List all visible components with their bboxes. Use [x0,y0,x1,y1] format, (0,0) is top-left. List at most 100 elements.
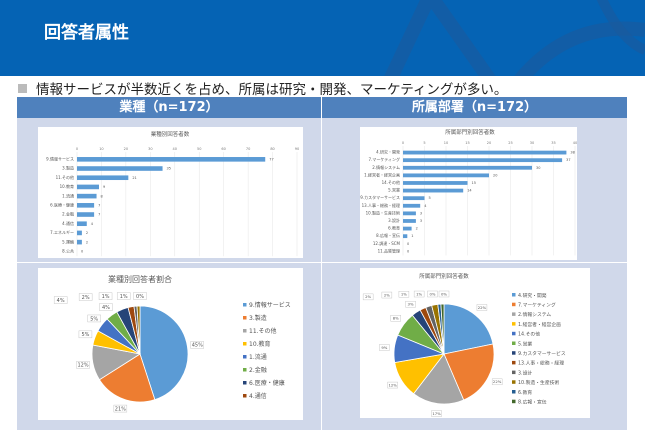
legend-swatch [512,360,516,365]
pie-slice [413,353,465,405]
bar [77,184,99,190]
category-label: 1.流通 [62,192,74,198]
category-label: 8.広報・宣伝 [376,232,400,238]
legend-label: 1.流通 [249,353,267,361]
bar [403,165,532,170]
category-label: 9.情報サービス [46,156,74,162]
data-label-box [476,304,488,311]
data-label-box [116,292,131,300]
data-label: 17% [432,411,441,416]
data-label: 3 [420,211,422,215]
data-label: 3 [420,219,422,223]
data-label: 22% [493,379,502,384]
bar [403,173,489,178]
data-label: 5% [81,332,89,338]
tick-label: 35 [551,141,555,145]
data-label: 37 [566,158,570,162]
legend-swatch [512,293,516,297]
legend-swatch [512,351,516,355]
tick-label: 60 [221,147,225,151]
data-label: 15 [472,181,476,185]
data-label: 30 [536,166,540,170]
data-label: 7 [98,204,100,208]
data-label: 4% [57,298,65,304]
data-label-box [99,303,113,311]
category-label: 11.その他 [56,174,74,180]
bar [77,212,95,217]
data-label: 8 [101,194,103,198]
data-label: 14 [467,189,472,193]
bar [77,175,129,181]
slide-header: 回答者属性 [0,0,645,76]
legend-swatch [512,322,516,326]
category-label: 3.設計 [388,217,400,223]
summary-text: 情報サービスが半数近くを占め、所属は研究・開発、マーケティングが多い。 [18,78,507,98]
data-label: 12% [388,382,397,387]
legend-label: 10.製造・生産技術 [518,379,559,386]
data-label-box [87,314,101,323]
tick-label: 90 [295,147,299,151]
tick-label: 10 [99,147,103,151]
pie-slice [443,303,494,355]
legend-swatch [512,380,516,384]
category-label: 3.製造 [62,165,74,171]
data-label: 5% [90,316,98,322]
data-label: 9% [381,345,387,350]
legend-label: 6.教育 [518,389,532,396]
data-label: 2 [416,227,418,231]
data-label: 3% [408,302,414,307]
header-decoration [384,0,645,76]
data-label-box [78,293,93,301]
tick-label: 30 [148,147,152,151]
data-label: 4% [102,305,110,311]
legend-label: 4.通信 [249,392,267,400]
category-label: 6.教育 [388,225,400,231]
data-label: 0 [407,242,409,246]
tick-label: 40 [573,141,577,145]
bar [77,239,82,245]
bar [403,211,416,216]
legend-label: 9.カスタマーサービス [518,350,566,357]
data-label: 45% [192,343,203,349]
data-label-box [405,300,416,308]
legend-label: 2.情報システム [518,311,551,318]
bullet-square-icon [18,84,27,93]
data-label-box [491,378,503,386]
data-label-box [362,293,374,301]
tick-label: 0 [402,141,404,145]
column-header-department: 所属部署（n=172） [322,97,627,118]
data-label-box [387,381,398,389]
data-label: 21 [132,176,136,180]
bar [403,150,567,155]
data-label: 2 [86,240,88,244]
data-label: 35 [167,167,171,171]
data-label: 2 [86,231,88,235]
legend-label: 10.教育 [249,340,271,348]
data-label-box [431,410,442,417]
legend-swatch [512,370,516,375]
legend-swatch [512,341,516,345]
data-label-box [438,290,450,298]
tick-label: 30 [530,141,534,145]
category-label: 12.調達・SCM [373,240,401,246]
chart-title: 所属部門別回答者数 [419,272,469,280]
data-label-box [390,315,401,322]
data-label: 9 [103,185,105,189]
department-bar-chart: 所属部門別回答者数 0 5 10 15 20 25 30 35 40 4.研究・開発 38 7.マーケテ… [360,127,577,260]
pie-slice [139,305,189,401]
data-label: 2% [365,294,371,299]
data-label: 1 [411,234,413,238]
category-label: 1.経営者・経営企画 [364,171,400,177]
category-label: 5.営業 [388,187,400,193]
category-label: 6.医療・健康 [50,202,74,208]
legend-label: 14.その他 [518,331,540,338]
row-divider [17,262,627,263]
pie-slice [98,353,156,403]
tick-label: 20 [124,147,128,151]
tick-label: 0 [76,147,78,151]
tick-label: 10 [444,141,448,145]
data-label: 8% [393,316,399,321]
data-label: 1% [120,294,128,300]
data-label-box [190,341,204,349]
legend-label: 4.研究・開発 [518,292,547,299]
